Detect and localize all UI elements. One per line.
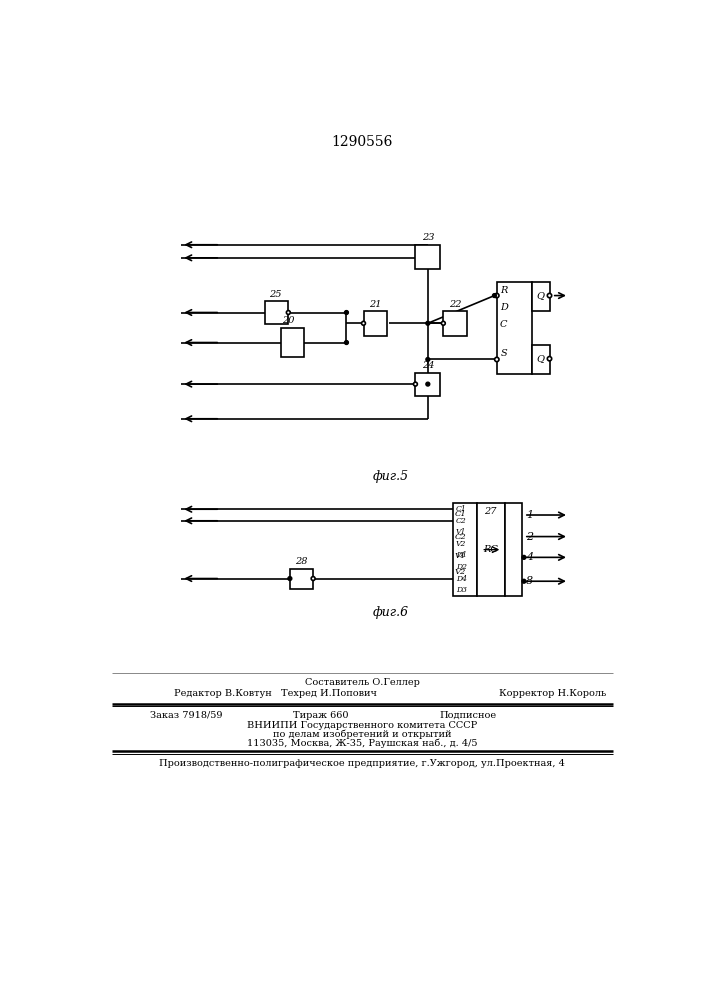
Circle shape — [441, 321, 445, 325]
Text: C1: C1 — [456, 505, 467, 513]
Text: C2: C2 — [456, 517, 467, 525]
Text: 28: 28 — [296, 557, 308, 566]
Circle shape — [493, 294, 496, 297]
Circle shape — [547, 293, 551, 298]
Text: D4: D4 — [455, 575, 467, 583]
Text: Q: Q — [536, 291, 544, 300]
Text: 25: 25 — [269, 290, 281, 299]
Text: 1290556: 1290556 — [332, 135, 392, 149]
Circle shape — [344, 341, 349, 344]
Text: 21: 21 — [369, 300, 381, 309]
Circle shape — [344, 311, 349, 314]
Bar — [281, 328, 304, 357]
Text: C2: C2 — [455, 533, 466, 541]
Bar — [416, 373, 440, 396]
Text: по делам изобретений и открытий: по делам изобретений и открытий — [273, 730, 451, 739]
Text: C: C — [500, 320, 508, 329]
Bar — [505, 503, 522, 596]
Circle shape — [426, 382, 430, 386]
Circle shape — [522, 579, 526, 583]
Circle shape — [495, 293, 499, 298]
Circle shape — [286, 311, 291, 314]
Circle shape — [426, 358, 430, 361]
Text: 20: 20 — [282, 316, 295, 325]
Text: V2: V2 — [456, 540, 467, 548]
Text: D: D — [500, 303, 508, 312]
Text: D3: D3 — [455, 586, 467, 594]
Text: Редактор В.Ковтун: Редактор В.Ковтун — [174, 689, 271, 698]
Text: 2: 2 — [526, 532, 533, 542]
Text: V2: V2 — [455, 568, 466, 576]
Circle shape — [311, 577, 315, 580]
Text: ВНИИПИ Государственного комитета СССР: ВНИИПИ Государственного комитета СССР — [247, 721, 477, 730]
Text: 113035, Москва, Ж-35, Раушская наб., д. 4/5: 113035, Москва, Ж-35, Раушская наб., д. … — [247, 739, 477, 748]
Text: 23: 23 — [421, 233, 434, 242]
Bar — [443, 311, 467, 336]
Bar — [532, 345, 549, 374]
Text: V1: V1 — [455, 552, 466, 560]
Circle shape — [414, 382, 417, 386]
Circle shape — [547, 357, 551, 361]
Text: V1: V1 — [456, 528, 467, 536]
Text: S: S — [501, 349, 507, 358]
Bar — [532, 282, 549, 311]
Bar — [497, 282, 532, 374]
Circle shape — [522, 555, 526, 559]
Circle shape — [426, 321, 430, 325]
Circle shape — [288, 577, 292, 580]
Text: Техред И.Попович: Техред И.Попович — [281, 689, 377, 698]
Bar — [363, 311, 387, 336]
Circle shape — [361, 321, 366, 325]
Text: 1: 1 — [526, 510, 533, 520]
Text: фиг.5: фиг.5 — [373, 470, 409, 483]
Text: C1: C1 — [455, 510, 466, 518]
Bar — [290, 569, 313, 589]
Bar — [477, 503, 505, 596]
Text: Составитель О.Геллер: Составитель О.Геллер — [305, 678, 419, 687]
Text: 22: 22 — [449, 300, 461, 309]
Text: Тираж 660: Тираж 660 — [293, 711, 349, 720]
Text: D1: D1 — [455, 551, 467, 559]
Text: Заказ 7918/59: Заказ 7918/59 — [151, 711, 223, 720]
Text: 8: 8 — [526, 576, 533, 586]
Bar — [416, 245, 440, 269]
Text: RG: RG — [483, 545, 498, 554]
Text: 27: 27 — [484, 507, 497, 516]
Text: D2: D2 — [455, 563, 467, 571]
Bar — [265, 301, 288, 324]
Text: 4: 4 — [526, 552, 533, 562]
Text: Q: Q — [536, 354, 544, 363]
Text: 24: 24 — [421, 361, 434, 370]
Circle shape — [495, 357, 499, 362]
Text: Производственно-полиграфическое предприятие, г.Ужгород, ул.Проектная, 4: Производственно-полиграфическое предприя… — [159, 759, 565, 768]
Text: Подписное: Подписное — [440, 711, 497, 720]
Bar — [452, 503, 477, 596]
Text: Корректор Н.Король: Корректор Н.Король — [499, 689, 607, 698]
Text: R: R — [500, 286, 508, 295]
Text: фиг.6: фиг.6 — [373, 606, 409, 619]
